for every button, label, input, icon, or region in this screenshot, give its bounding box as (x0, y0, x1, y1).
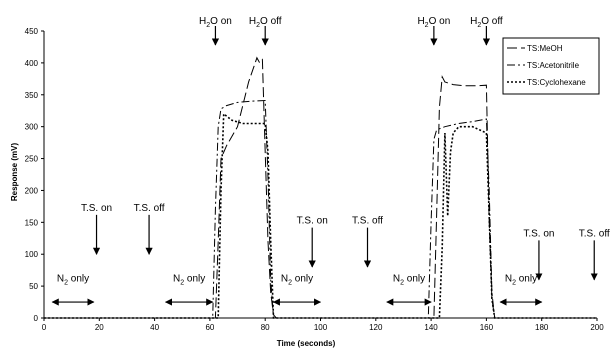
x-tick-label: 140 (424, 323, 438, 332)
h2o-off-label: H2O off (470, 16, 503, 29)
ts-on-label: T.S. on (297, 216, 328, 227)
x-axis-title: Time (seconds) (277, 339, 336, 348)
ts-on-label: T.S. on (523, 228, 554, 239)
y-tick-label: 100 (25, 250, 39, 259)
x-tick-label: 120 (369, 323, 383, 332)
n2-only-label: N2 only (57, 274, 89, 287)
x-tick-label: 20 (95, 323, 104, 332)
n2-only-label: N2 only (505, 274, 537, 287)
y-tick-label: 150 (25, 218, 39, 227)
y-axis: 0 50 100 150 200 250 300 350 400 450 (25, 27, 44, 323)
y-tick-label: 350 (25, 91, 39, 100)
series-line-2 (44, 112, 597, 319)
n2-only-label: N2 only (393, 274, 425, 287)
y-tick-label: 0 (34, 314, 39, 323)
x-tick-label: 0 (42, 323, 47, 332)
h2o-on-label: H2O on (417, 16, 450, 29)
legend-label: TS:Acetonitrile (527, 61, 580, 70)
x-tick-label: 60 (205, 323, 214, 332)
ts-off-label: T.S. off (134, 203, 165, 214)
ts-off-label: T.S. off (579, 228, 610, 239)
h2o-off-label: H2O off (249, 16, 282, 29)
ts-off-label: T.S. off (352, 216, 383, 227)
ts-on-label: T.S. on (81, 203, 112, 214)
legend-box (502, 37, 600, 95)
x-tick-label: 160 (480, 323, 494, 332)
y-tick-label: 200 (25, 186, 39, 195)
x-tick-label: 100 (314, 323, 328, 332)
y-tick-label: 450 (25, 27, 39, 36)
x-tick-label: 40 (150, 323, 159, 332)
x-tick-label: 180 (535, 323, 549, 332)
x-tick-label: 200 (590, 323, 604, 332)
annotations: H2O on H2O on H2O off H2O off T.S. on T.S. on… (51, 16, 610, 306)
y-axis-title: Response (mV) (10, 143, 19, 202)
y-tick-label: 250 (25, 155, 39, 164)
legend-label: TS:Cyclohexane (527, 78, 586, 87)
n2-only-label: N2 only (281, 274, 313, 287)
y-tick-label: 50 (29, 282, 38, 291)
series-layer (44, 56, 597, 319)
n2-only-label: N2 only (173, 274, 205, 287)
x-axis: 0 20 40 60 80 100 120 140 160 180 200 (42, 318, 604, 332)
series-line-0 (44, 56, 597, 319)
h2o-on-label: H2O on (199, 16, 232, 29)
x-tick-label: 80 (261, 323, 270, 332)
y-tick-label: 400 (25, 59, 39, 68)
y-tick-label: 300 (25, 123, 39, 132)
legend: TS:MeOH TS:Acetonitrile TS:Cyclohexane (502, 37, 600, 95)
legend-label: TS:MeOH (527, 44, 563, 53)
